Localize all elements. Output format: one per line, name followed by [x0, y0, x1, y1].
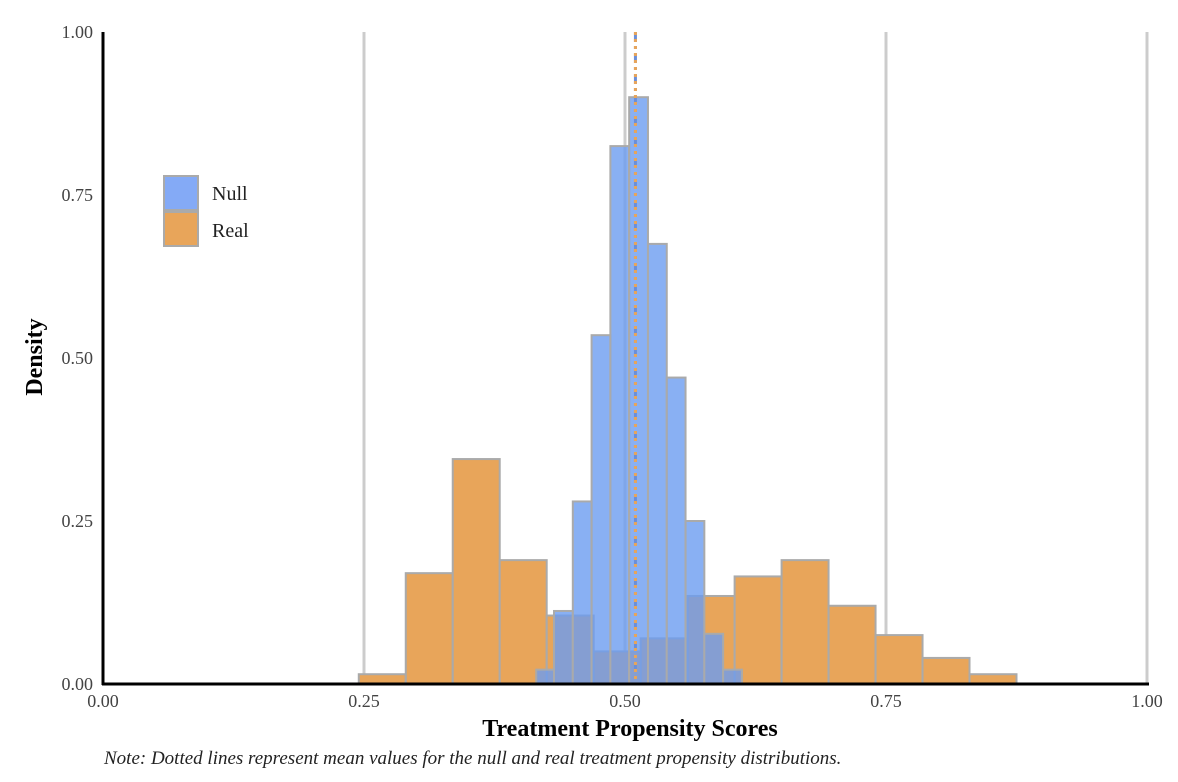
x-tick-label-1: 0.25	[348, 691, 380, 711]
real-bar-1	[404, 572, 454, 685]
legend-label-null: Null	[212, 183, 248, 205]
y-tick-label-0: 0.00	[62, 674, 94, 694]
y-tick-label-4: 1.00	[62, 22, 94, 42]
null-bar-5	[628, 96, 649, 685]
null-bar-2	[571, 500, 593, 685]
null-bar-9	[703, 632, 725, 686]
null-bar-4	[609, 145, 631, 686]
null-bar-3	[590, 334, 612, 685]
y-tick-label-3: 0.75	[62, 185, 94, 205]
y-axis-title: Density	[22, 318, 48, 395]
real-bar-3	[498, 559, 548, 685]
chart-note: Note: Dotted lines represent mean values…	[104, 748, 842, 769]
real-bar-11	[874, 634, 924, 685]
x-tick-labels: 0.00 0.25 0.50 0.75 1.00	[87, 691, 1163, 711]
real-bar-10	[827, 604, 877, 686]
legend: Null Real	[163, 175, 249, 247]
null-bar-8	[684, 520, 706, 685]
legend-swatch-null	[163, 175, 199, 211]
real-bar-8	[733, 575, 783, 685]
x-tick-label-0: 0.00	[87, 691, 119, 711]
null-bar-7	[665, 376, 687, 685]
null-bar-0	[535, 668, 556, 686]
real-bar-12	[921, 656, 971, 685]
x-axis-title: Treatment Propensity Scores	[482, 716, 778, 742]
real-bar-9	[780, 559, 830, 685]
y-tick-labels: 0.00 0.25 0.50 0.75 1.00	[62, 22, 94, 694]
y-tick-label-1: 0.25	[62, 511, 94, 531]
real-bar-2	[451, 458, 501, 685]
y-tick-label-2: 0.50	[62, 348, 94, 368]
axes	[101, 32, 1149, 686]
x-tick-label-4: 1.00	[1131, 691, 1163, 711]
null-series	[535, 96, 743, 686]
legend-label-real: Real	[212, 220, 249, 242]
x-tick-label-3: 0.75	[870, 691, 902, 711]
null-bar-6	[646, 242, 668, 685]
legend-swatch-real	[163, 211, 199, 247]
null-bar-10	[722, 668, 743, 686]
x-tick-label-2: 0.50	[609, 691, 641, 711]
null-bar-1	[553, 609, 574, 686]
